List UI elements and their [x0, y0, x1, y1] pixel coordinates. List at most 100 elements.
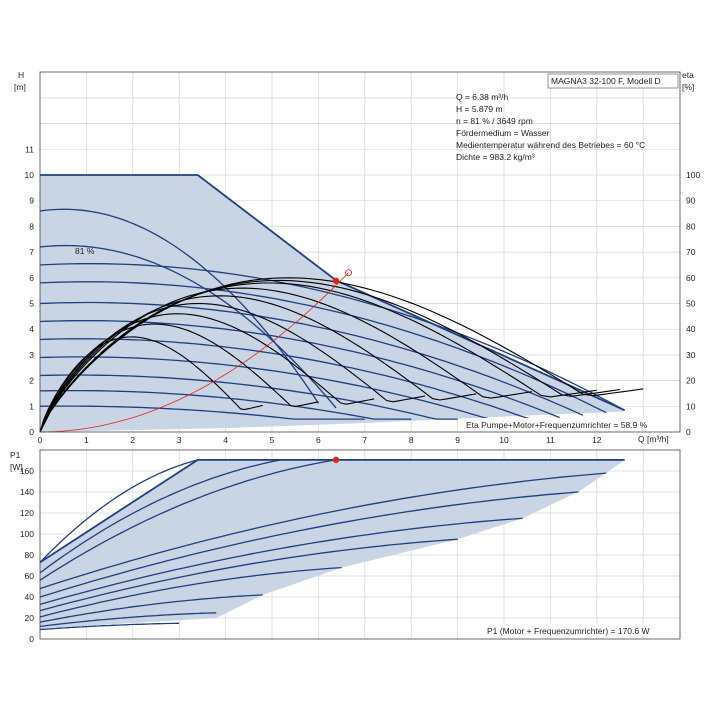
head-tick-label: 11: [25, 144, 34, 154]
power-label-bg: [484, 624, 678, 637]
power-tick-label: 80: [25, 550, 35, 560]
eta-tick-label: 80: [686, 221, 696, 231]
info-temperature: Medientemperatur während des Betriebes =…: [456, 140, 645, 150]
head-curve: [39, 244, 337, 409]
flow-tick-label: 4: [223, 435, 228, 445]
power-value-label: P1 (Motor + Frequenzumrichter) = 170.6 W: [487, 626, 650, 636]
info-density: Dichte = 983.2 kg/m³: [456, 152, 535, 162]
head-panel-frame: [39, 71, 681, 433]
efficiency-curve: [39, 295, 477, 433]
power-tick-label: 100: [20, 529, 34, 539]
head-curves: [39, 208, 625, 420]
eta-tick-label: 40: [686, 324, 696, 334]
head-tick-label: 1: [29, 401, 34, 411]
head-tick-label: 2: [29, 376, 34, 386]
head-tick-label: 3: [29, 350, 34, 360]
efficiency-curves: [39, 277, 644, 433]
system-curve: [39, 272, 349, 433]
power-tick-label: 140: [20, 487, 34, 497]
power-curve: [39, 459, 337, 581]
eta-axis-unit: [%]: [682, 82, 694, 92]
eta-tick-label: 0: [686, 427, 691, 437]
head-tick-label: 4: [29, 324, 34, 334]
power-panel-frame: [39, 449, 681, 640]
info-speed: n = 81 % / 3649 rpm: [456, 116, 533, 126]
flow-tick-label: 12: [592, 435, 602, 445]
head-envelope-area: [40, 175, 625, 432]
info-flow: Q = 6.38 m³/h: [456, 92, 508, 102]
head-tick-label: 7: [29, 247, 34, 257]
power-curve: [39, 517, 523, 606]
power-axis-label: P1: [10, 450, 21, 460]
flow-tick-label: 8: [409, 435, 414, 445]
head-tick-label: 6: [29, 273, 34, 283]
power-annotations: [332, 456, 340, 464]
flow-tick-label: 3: [177, 435, 182, 445]
eta-label-bg: [463, 418, 678, 431]
duty-point: [332, 277, 340, 285]
model-title: MAGNA3 32-100 F, Modell D: [551, 76, 661, 86]
power-tick-label: 60: [25, 571, 35, 581]
speed-curve-label: 81 %: [75, 246, 95, 256]
operating-info: Q = 6.38 m³/h H = 5.879 m n = 81 % / 364…: [456, 92, 645, 162]
flow-tick-label: 5: [270, 435, 275, 445]
flow-tick-label: 9: [455, 435, 460, 445]
head-annotations: [39, 269, 353, 433]
eta-tick-label: 30: [686, 350, 696, 360]
head-tick-label: 5: [29, 299, 34, 309]
efficiency-curve: [39, 336, 263, 433]
power-curve: [39, 566, 342, 618]
efficiency-point: [345, 269, 353, 277]
flow-x-ticks: 0 1 2 3 4 5 6 7 8 9 10 11 12: [38, 435, 602, 445]
power-curve: [39, 472, 607, 590]
flow-tick-label: 11: [546, 435, 555, 445]
info-medium: Fördermedium = Wasser: [456, 128, 550, 138]
eta-tick-label: 60: [686, 273, 696, 283]
efficiency-curve: [39, 277, 644, 433]
eta-tick-label: 50: [686, 299, 696, 309]
head-curve: [39, 405, 365, 420]
eta-y-ticks: 0 10 20 30 40 50 60 70 80 90 100: [686, 170, 700, 437]
head-curve: [39, 338, 532, 420]
power-curve: [39, 491, 579, 598]
eta-tick-label: 100: [686, 170, 700, 180]
eta-tick-label: 70: [686, 247, 696, 257]
head-curve: [39, 389, 412, 420]
flow-tick-label: 1: [84, 435, 89, 445]
flow-tick-label: 2: [130, 435, 135, 445]
head-tick-label: 0: [29, 427, 34, 437]
head-tick-label: 10: [25, 170, 35, 180]
power-tick-label: 40: [25, 592, 35, 602]
head-curve: [39, 374, 458, 420]
power-curve: [39, 459, 198, 563]
eta-tick-label: 90: [686, 196, 696, 206]
info-head: H = 5.879 m: [456, 104, 503, 114]
head-curve: [39, 356, 500, 420]
power-axis-unit: [W]: [10, 462, 23, 472]
eta-tick-label: 20: [686, 376, 696, 386]
power-curve: [39, 612, 217, 628]
eta-value-label: Eta Pumpe+Motor+Frequenzumrichter = 58.9…: [466, 420, 648, 430]
eta-tick-label: 10: [686, 401, 696, 411]
head-curve: [39, 263, 625, 411]
head-axis-unit: [m]: [14, 82, 26, 92]
head-curve: [39, 301, 584, 416]
head-y-ticks: 0 1 2 3 4 5 6 7 8 9 10 11: [25, 144, 35, 437]
flow-tick-label: 10: [499, 435, 509, 445]
head-curve: [39, 208, 319, 404]
power-curve: [39, 594, 263, 623]
head-axis-label: H: [18, 70, 24, 80]
eta-axis-label: eta: [682, 70, 694, 80]
power-tick-label: 20: [25, 613, 35, 623]
flow-tick-label: 0: [38, 435, 43, 445]
flow-axis-label: Q [m³/h]: [638, 434, 669, 444]
head-tick-label: 8: [29, 221, 34, 231]
power-curve: [39, 538, 458, 612]
head-curve: [39, 281, 607, 414]
power-curves: [39, 459, 607, 631]
power-curve: [39, 622, 180, 631]
power-tick-label: 160: [20, 466, 34, 476]
power-tick-label: 120: [20, 508, 34, 518]
